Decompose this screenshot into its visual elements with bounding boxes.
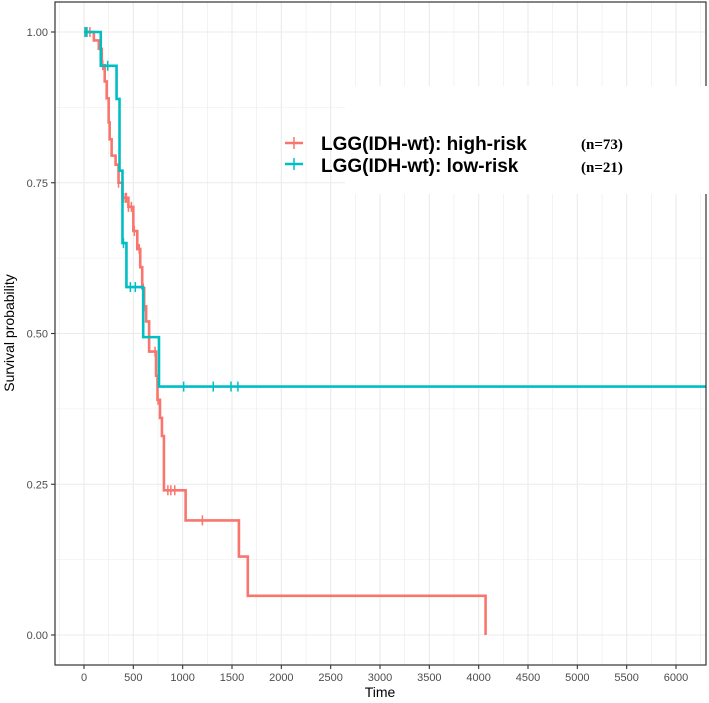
x-tick-label: 1500 [220, 672, 244, 684]
survival-step-line [84, 30, 706, 388]
x-tick-label: 4000 [466, 672, 490, 684]
legend-item-high-risk: LGG(IDH-wt): high-risk (n=73) [285, 134, 623, 155]
legend-n-low-risk: (n=21) [581, 160, 623, 176]
legend-label-high-risk: LGG(IDH-wt): high-risk [321, 134, 527, 155]
x-tick-label: 500 [124, 672, 142, 684]
y-axis: 0.00 0.25 0.50 0.75 1.00 [27, 27, 55, 642]
y-tick-label: 0.00 [27, 630, 48, 642]
y-tick-label: 0.75 [27, 178, 48, 190]
curve-low-risk [84, 27, 706, 392]
x-tick-label: 6000 [664, 672, 688, 684]
x-tick-label: 5500 [614, 672, 638, 684]
x-axis-title: Time [365, 684, 396, 700]
legend-background [345, 86, 709, 194]
x-axis: 0 500 1000 1500 2000 2500 3000 3500 4000 4500 5000… [81, 665, 688, 684]
x-tick-label: 2000 [269, 672, 293, 684]
y-tick-label: 1.00 [27, 27, 48, 39]
survival-step-line [84, 30, 487, 635]
survival-curves [84, 27, 706, 635]
legend-item-low-risk: LGG(IDH-wt): low-risk (n=21) [285, 156, 623, 177]
legend-n-high-risk: (n=73) [581, 137, 623, 153]
x-tick-label: 4500 [516, 672, 540, 684]
x-tick-label: 1000 [170, 672, 194, 684]
y-tick-label: 0.25 [27, 479, 48, 491]
y-axis-title: Survival probability [1, 274, 17, 392]
legend: LGG(IDH-wt): high-risk (n=73) LGG(IDH-wt… [285, 86, 709, 194]
x-tick-label: 3500 [417, 672, 441, 684]
x-tick-label: 5000 [565, 672, 589, 684]
x-tick-label: 3000 [368, 672, 392, 684]
x-tick-label: 0 [81, 672, 87, 684]
legend-label-low-risk: LGG(IDH-wt): low-risk [321, 156, 519, 177]
y-tick-label: 0.50 [27, 329, 48, 341]
x-tick-label: 2500 [318, 672, 342, 684]
